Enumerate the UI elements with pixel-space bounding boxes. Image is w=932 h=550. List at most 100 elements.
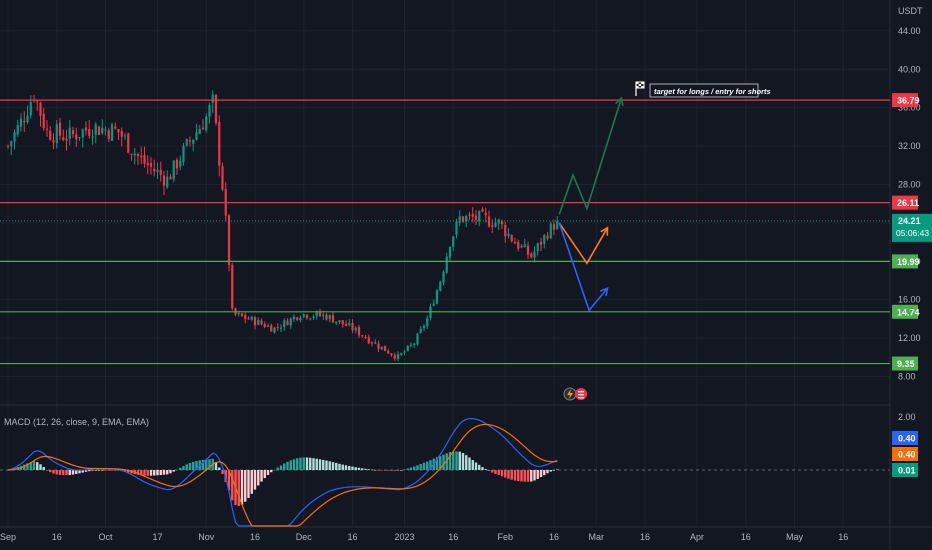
candle [273,327,276,334]
candle [146,155,149,174]
level-tag-label: 9.35 [897,359,915,369]
candle [263,321,266,329]
candle [289,317,292,330]
candle [195,123,198,141]
candle [149,157,153,175]
candle [539,237,543,252]
candle [114,122,117,130]
candle [318,308,322,317]
macd-tag-bg [892,463,918,477]
candle [393,352,396,362]
candle [140,146,143,165]
horizontal-levels[interactable] [0,99,890,365]
candle [361,334,364,339]
macd-tag-bg [892,431,918,445]
green-path[interactable] [558,97,623,215]
candle [517,239,520,252]
candle [533,246,536,263]
candle [71,126,75,138]
candle [396,351,400,362]
level-tag-bg [892,304,918,319]
candle [257,317,260,326]
time-tick-label: Oct [98,532,113,542]
candle [250,315,253,321]
candle [218,115,221,177]
candle [130,153,133,161]
candle [406,345,409,352]
candle [52,133,55,150]
macd-legend[interactable]: MACD (12, 26, close, 9, EMA, EMA) [4,417,149,427]
candle [445,252,448,274]
orange-path[interactable] [558,222,609,265]
candle [348,318,351,327]
candle [188,136,192,147]
candle [159,161,162,182]
candle [292,314,296,322]
time-tick-label: 16 [52,532,62,542]
candle [127,132,130,154]
level-tag-label: 19.99 [897,257,920,267]
candle [253,315,257,330]
annotation-note[interactable]: target for longs / entry for shorts [635,81,771,98]
projection-paths[interactable] [558,96,624,312]
candle [474,210,478,225]
level-tag-bg [892,93,918,108]
candle [484,207,487,223]
candle [390,353,393,357]
candle [68,120,71,146]
blue-path[interactable] [558,222,609,312]
candle [182,142,185,166]
candle [16,120,19,137]
candle [494,217,497,228]
candle [117,128,120,141]
candle [481,207,484,213]
price-tick-label: 36.00 [898,103,921,113]
candle [78,137,81,141]
candle [305,314,309,320]
time-tick-label: 2023 [394,532,414,542]
arrow-head-icon [600,226,609,236]
candle [244,311,247,324]
event-icons[interactable] [563,387,587,401]
flag-stripe [578,397,584,399]
candle [42,108,45,131]
candle [523,238,526,248]
level-tag-label: 36.79 [897,96,920,106]
time-axis-labels[interactable]: Sep 16 Oct 17 Nov 16 Dec 16 2023 16 Feb 16 Mar 16 Apr 1… [0,532,848,542]
candle [283,318,286,331]
candle [465,214,468,228]
candle [471,207,474,223]
candle [312,314,315,320]
candle [19,113,23,132]
time-tick-label: Mar [589,532,605,542]
candle [45,119,49,137]
candle [75,127,78,148]
candle [504,221,507,243]
candle [432,299,435,307]
candle [198,124,201,135]
macd-pane[interactable]: MACD (12, 26, close, 9, EMA, EMA) 2.00 0… [0,412,918,527]
candle [536,242,539,256]
candle [328,314,331,323]
candle [231,262,234,311]
candle [169,173,172,180]
candle [383,345,387,352]
candle [377,340,380,353]
candle [276,323,279,331]
candle [208,102,211,124]
candle [240,312,244,317]
candle [435,288,439,305]
candle [543,233,546,249]
candle [422,324,426,332]
candle [400,352,403,356]
candle [409,342,413,348]
time-tick-label: Sep [0,532,16,542]
candle [354,326,357,334]
candle [491,219,494,234]
level-tag-bg [892,254,918,269]
candle [357,324,361,338]
candle [325,312,328,321]
lightning-glyph [567,389,573,399]
candle-series[interactable] [6,90,559,362]
